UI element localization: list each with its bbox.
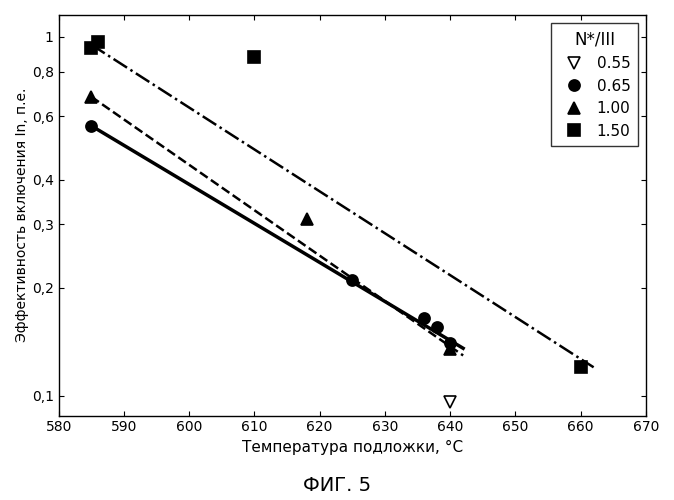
Text: ФИГ. 5: ФИГ. 5 xyxy=(303,476,371,495)
X-axis label: Температура подложки, °C: Температура подложки, °C xyxy=(242,440,463,455)
Legend: 0.55, 0.65, 1.00, 1.50: 0.55, 0.65, 1.00, 1.50 xyxy=(551,22,638,146)
Y-axis label: Эффективность включения In, п.е.: Эффективность включения In, п.е. xyxy=(15,88,29,343)
